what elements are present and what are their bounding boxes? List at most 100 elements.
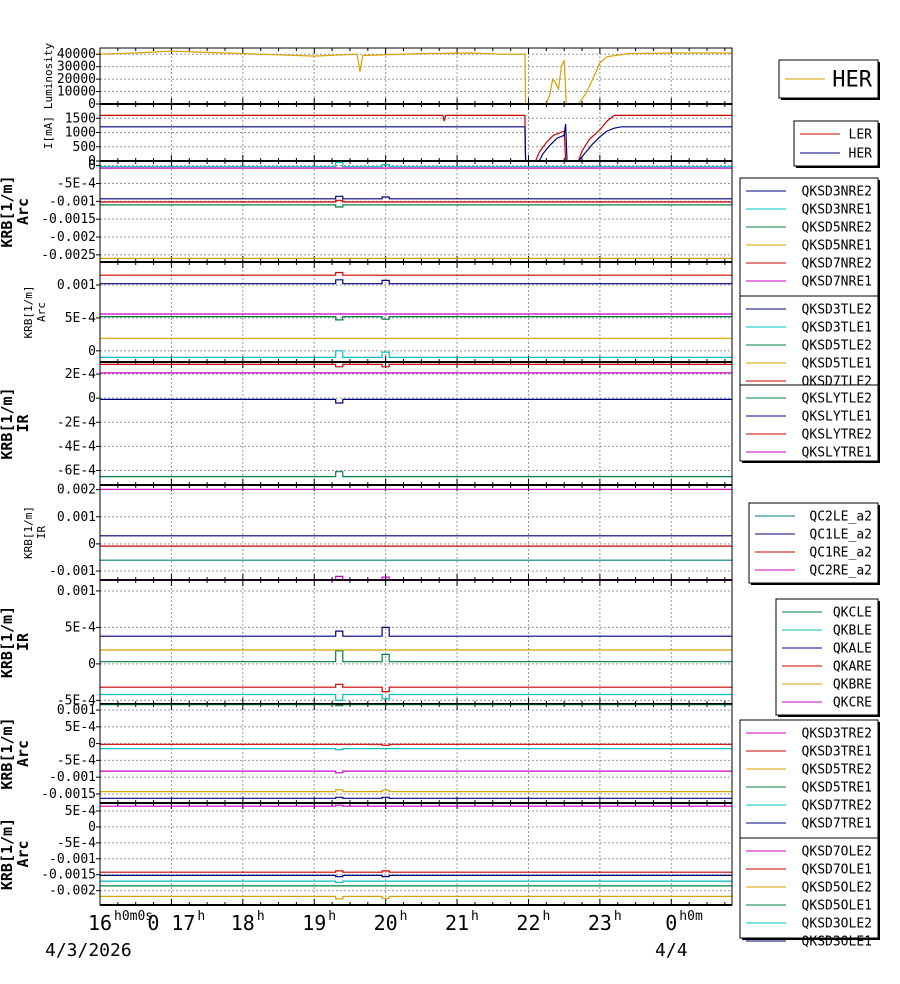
series-line-QKSD3TLE2 xyxy=(100,279,732,285)
legend-box xyxy=(739,295,879,401)
y-tick-label: -0.002 xyxy=(49,884,96,899)
legend-label-QKSD7OLE1: QKSD7OLE1 xyxy=(802,863,872,878)
legend-label-QKARE: QKARE xyxy=(833,660,872,675)
y-tick-label: 20000 xyxy=(57,72,96,87)
legend-box xyxy=(739,719,879,839)
legend-box xyxy=(739,177,879,297)
y-tick-label: 0 xyxy=(88,159,96,174)
panel-frame xyxy=(99,802,733,906)
y-tick-label: 0 xyxy=(88,154,96,169)
series-line-QKBLE xyxy=(100,693,732,702)
legend-label-QKSD7OLE2: QKSD7OLE2 xyxy=(802,845,872,860)
legend-label-QC2LE_a2: QC2LE_a2 xyxy=(809,510,872,525)
legend-arc_nre: QKSD3NRE2 QKSD3NRE1 QKSD5NRE2 QKSD5NRE1 QKSD… xyxy=(739,177,880,298)
y-tick-label: -0.001 xyxy=(49,194,96,209)
x-tick-label: 18 xyxy=(231,911,255,935)
series-line-QKSD3TRE2 xyxy=(100,770,732,774)
series-line-HER xyxy=(99,50,732,105)
x-tick-label: 19 xyxy=(302,911,326,935)
y-axis-label: Arc xyxy=(14,198,32,225)
date-right-label: 4/4 xyxy=(655,940,688,961)
legend-label-QKSD3OLE2: QKSD3OLE2 xyxy=(802,917,872,932)
legend-box xyxy=(793,120,879,167)
legend-luminosity: HER xyxy=(778,59,880,100)
legend-ir_qc: QC2LE_a2 QC1LE_a2 QC1RE_a2 QC2RE_a2 xyxy=(748,502,880,585)
y-tick-label: 30000 xyxy=(57,60,96,75)
x-tick-suffix: h xyxy=(614,909,622,924)
legend-arc_ole: QKSD7OLE2 QKSD7OLE1 QKSD5OLE2 QKSD5OLE1 QKSD… xyxy=(739,837,880,950)
series-line-QKSD3TRE1 xyxy=(100,743,732,746)
y-tick-label: -0.001 xyxy=(49,564,96,579)
y-axis-label: KRB[1/m] xyxy=(22,506,35,559)
y-tick-label: -0.0015 xyxy=(41,868,96,883)
legend-label-QC1LE_a2: QC1LE_a2 xyxy=(809,528,872,543)
legend-label-QKSD5TLE1: QKSD5TLE1 xyxy=(802,357,872,372)
y-tick-label: 2E-4 xyxy=(65,367,96,382)
legend-ir_sly: QKSLYTLE2 QKSLYTLE1 QKSLYTRE2 QKSLYTRE1 xyxy=(739,384,880,463)
y-tick-label: 1500 xyxy=(65,111,96,126)
panel-frame xyxy=(99,361,733,486)
series-line-QKSLYTLE2 xyxy=(100,471,732,478)
panel-arc_tle: 0.001 5E-4 0 KRB[1/m] Arc xyxy=(22,261,733,363)
x-tick-suffix: h xyxy=(257,909,265,924)
y-axis-label: KRB[1/m] xyxy=(0,818,16,890)
legend-label-QKSD5OLE1: QKSD5OLE1 xyxy=(802,899,872,914)
legend-label-QKBLE: QKBLE xyxy=(833,624,872,639)
y-axis-label: KRB[1/m] xyxy=(0,387,16,459)
legend-label-QKSD5TLE2: QKSD5TLE2 xyxy=(802,339,872,354)
y-tick-label: -5E-4 xyxy=(57,176,96,191)
y-tick-label: -0.0015 xyxy=(41,212,96,227)
series-line-QKSD7OLE2 xyxy=(100,804,732,807)
y-tick-label: 0.001 xyxy=(57,703,96,718)
legend-label-QKSLYTRE2: QKSLYTRE2 xyxy=(802,428,872,443)
panel-frame xyxy=(99,579,733,705)
series-line-QKSD5TRE1 xyxy=(100,704,732,707)
series-line-QKSD3OLE1 xyxy=(100,874,732,878)
series-line-LER xyxy=(100,114,732,162)
legend-label-QKSD3TRE2: QKSD3TRE2 xyxy=(802,727,872,742)
y-tick-label: -0.001 xyxy=(49,852,96,867)
y-tick-label: 0 xyxy=(88,97,96,112)
x-tick-suffix: h0m xyxy=(679,909,703,924)
legend-label-QKSD3TLE2: QKSD3TLE2 xyxy=(802,303,872,318)
series-line-HER xyxy=(100,123,732,162)
x-tick-label: 20 xyxy=(374,911,398,935)
series-line-QKSD5TRE2 xyxy=(100,789,732,793)
y-axis-label: IR xyxy=(35,526,48,540)
legend-label-QKSD5TRE1: QKSD5TRE1 xyxy=(802,781,872,796)
y-tick-label: -5E-4 xyxy=(57,693,96,708)
y-axis-label: Arc xyxy=(14,840,32,867)
legend-box xyxy=(739,837,879,939)
y-tick-label: 0.001 xyxy=(57,584,96,599)
legend-label-QKSD5NRE2: QKSD5NRE2 xyxy=(802,221,872,236)
y-tick-label: 0 xyxy=(88,391,96,406)
y-tick-label: -0.002 xyxy=(49,230,96,245)
series-line-QKSD3NRE1 xyxy=(100,161,732,168)
legend-label-QKSD7NRE2: QKSD7NRE2 xyxy=(802,257,872,272)
panel-frame xyxy=(99,47,733,105)
legend-box xyxy=(775,598,879,716)
panel-ir_qc: 0.002 0.001 0 -0.001 KRB[1/m] IR xyxy=(22,483,733,581)
legend-label-QKSLYTLE2: QKSLYTLE2 xyxy=(802,392,872,407)
y-axis-label: I[mA] xyxy=(42,116,55,149)
y-axis-label: Arc xyxy=(35,302,48,322)
legend-arc_tre: QKSD3TRE2 QKSD3TRE1 QKSD5TRE2 QKSD5TRE1 QKSD… xyxy=(739,719,880,840)
y-axis-label: KRB[1/m] xyxy=(0,606,16,678)
panel-frame xyxy=(99,261,733,363)
legend-current: LER HER xyxy=(793,120,880,168)
y-tick-label: 40000 xyxy=(57,47,96,62)
legend-label-QKCLE: QKCLE xyxy=(833,606,872,621)
y-tick-label: 0 xyxy=(88,737,96,752)
y-tick-label: 0 xyxy=(88,344,96,359)
y-tick-label: 0 xyxy=(88,820,96,835)
y-axis-label: KRB[1/m] xyxy=(0,175,16,247)
panel-ir_sly: 2E-4 0 -2E-4 -4E-4 -6E-4 KRB[1/m]IR xyxy=(0,361,733,486)
y-tick-label: 0.002 xyxy=(57,483,96,498)
y-tick-label: -0.0025 xyxy=(41,248,96,263)
panel-frame xyxy=(99,484,733,581)
legend-label-QKSD7TRE2: QKSD7TRE2 xyxy=(802,799,872,814)
legend-label-QKSLYTRE1: QKSLYTRE1 xyxy=(802,446,872,461)
y-tick-label: -2E-4 xyxy=(57,415,96,430)
legend-label-QKSD3OLE1: QKSD3OLE1 xyxy=(802,935,872,950)
